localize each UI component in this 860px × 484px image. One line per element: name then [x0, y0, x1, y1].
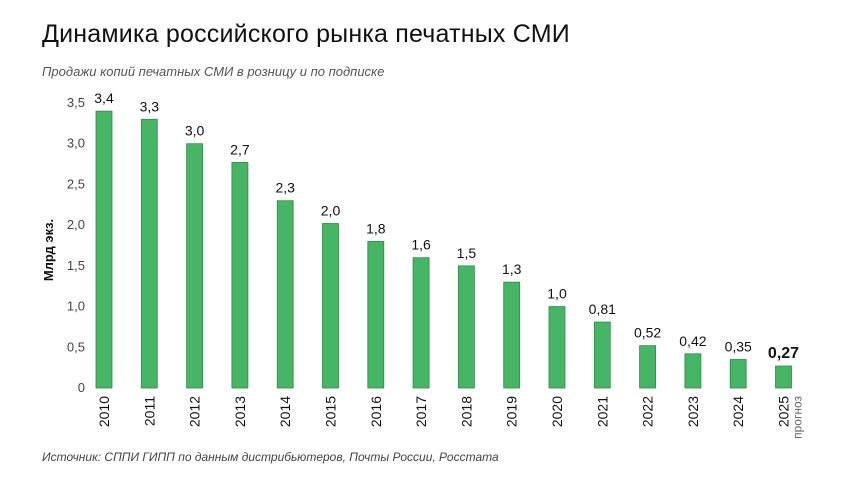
data-label: 1,8 — [366, 220, 386, 236]
bar-2018 — [457, 265, 475, 389]
y-tick-label: 1,0 — [67, 299, 85, 314]
y-axis-label: Млрд экз. — [41, 219, 56, 281]
data-label: 1,5 — [457, 245, 477, 261]
data-label: 1,0 — [547, 286, 567, 302]
bar-2014 — [276, 200, 294, 389]
chart-title: Динамика российского рынка печатных СМИ — [42, 20, 570, 48]
bar-2021 — [593, 321, 611, 389]
bar-2025 — [775, 365, 792, 389]
data-label: 2,7 — [230, 141, 250, 157]
data-label: 0,27 — [768, 345, 799, 362]
bar-2019 — [503, 281, 521, 389]
data-label: 3,4 — [94, 90, 114, 106]
y-axis: 0 0,5 1,0 1,5 2,0 2,5 3,0 3,5 — [67, 95, 85, 395]
x-tick-label: 2013 — [232, 396, 248, 427]
data-label: 0,42 — [679, 333, 706, 349]
x-tick-label: 2020 — [549, 396, 565, 427]
y-tick-label: 3,5 — [67, 95, 85, 110]
bar-2015 — [322, 223, 339, 389]
x-tick-label: 2012 — [187, 396, 203, 427]
y-tick-label: 2,0 — [67, 217, 85, 232]
x-tick-label: 2016 — [368, 396, 384, 427]
data-label: 2,0 — [321, 203, 341, 219]
bars — [95, 110, 792, 389]
data-label: 0,81 — [589, 301, 616, 317]
bar-2012 — [186, 143, 204, 389]
x-tick-label: 2023 — [685, 396, 701, 427]
bar-2023 — [684, 353, 702, 389]
x-tick-label: 2024 — [730, 396, 746, 427]
forecast-note: прогноз — [791, 396, 805, 439]
bar-2013 — [231, 162, 249, 389]
data-label: 2,3 — [275, 180, 295, 196]
data-labels: 3,4 3,3 3,0 2,7 2,3 2,0 1,8 1,6 1,5 1,3 1,0 0,81 0,5… — [94, 90, 799, 362]
source-note: Источник: СППИ ГИПП по данным дистрибьют… — [42, 450, 499, 464]
y-tick-label: 0,5 — [67, 339, 85, 354]
bar-2024 — [729, 359, 747, 389]
bar-2022 — [639, 345, 656, 389]
data-label: 3,0 — [185, 123, 205, 139]
x-tick-label: 2010 — [96, 396, 112, 427]
data-label: 1,6 — [411, 237, 431, 253]
x-tick-label: 2025 — [776, 396, 792, 427]
x-tick-label: 2022 — [640, 396, 656, 427]
data-label: 0,35 — [725, 339, 752, 355]
bar-2017 — [412, 257, 430, 389]
data-label: 3,3 — [140, 98, 160, 114]
bar-2010 — [95, 110, 113, 389]
x-axis: 2010 2011 2012 2013 2014 2015 2016 2017 2018 2019… — [96, 396, 805, 439]
y-tick-label: 3,0 — [67, 136, 85, 151]
x-tick-label: 2014 — [277, 396, 293, 427]
x-tick-label: 2019 — [504, 396, 520, 427]
x-tick-label: 2015 — [323, 396, 339, 427]
x-tick-label: 2021 — [594, 396, 610, 427]
y-tick-label: 2,5 — [67, 176, 85, 191]
bar-2016 — [367, 241, 385, 389]
bar-2011 — [140, 118, 158, 389]
y-tick-label: 0 — [78, 380, 85, 395]
y-tick-label: 1,5 — [67, 258, 85, 273]
data-label: 1,3 — [502, 261, 522, 277]
x-tick-label: 2017 — [413, 396, 429, 427]
x-tick-label: 2018 — [458, 396, 474, 427]
chart-subtitle: Продажи копий печатных СМИ в розницу и п… — [42, 64, 385, 79]
data-label: 0,52 — [634, 325, 661, 341]
x-tick-label: 2011 — [141, 396, 157, 426]
bar-2020 — [548, 306, 566, 389]
